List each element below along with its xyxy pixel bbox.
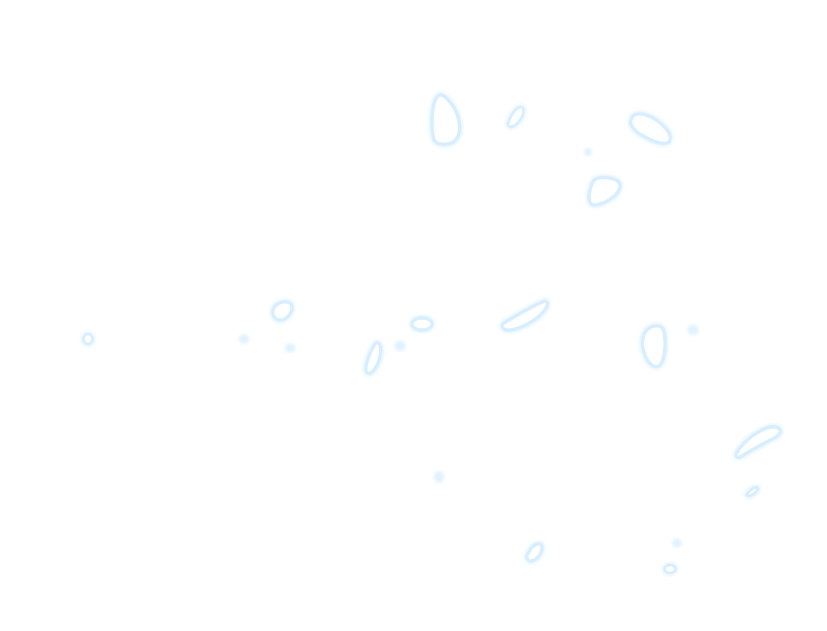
speck-outline	[688, 325, 698, 335]
bubble-outline	[641, 324, 667, 369]
bubble-outline	[271, 300, 294, 322]
bubble-outline	[663, 563, 677, 575]
bubble-outline	[587, 176, 622, 207]
bubble-outline	[500, 299, 549, 332]
speck-outline	[395, 341, 405, 351]
bubble-outline	[745, 486, 760, 498]
speck-outline	[285, 344, 295, 352]
speck-outline	[239, 335, 249, 343]
speck-outline	[673, 539, 681, 547]
bubble-outline	[82, 332, 94, 346]
bubble-outline	[410, 316, 434, 332]
speck-outline	[434, 472, 444, 482]
bubble-outline	[506, 105, 525, 129]
bubble-outline	[734, 425, 782, 459]
bubble-outline	[364, 341, 383, 375]
speck-outline	[584, 148, 592, 156]
bubble-outline	[525, 542, 544, 563]
bubble-outline	[430, 93, 462, 146]
bubble-outline	[629, 112, 672, 145]
